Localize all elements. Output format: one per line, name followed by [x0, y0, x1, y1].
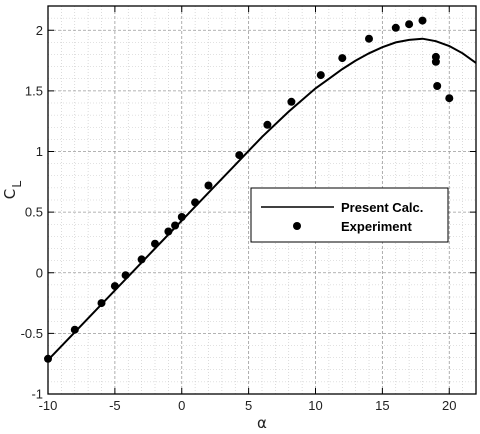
y-tick-label: 0	[36, 265, 43, 280]
x-tick-labels: -10 -5 0 5 10 15 20	[39, 398, 457, 413]
x-tick-label: -5	[109, 398, 121, 413]
x-tick-label: 20	[442, 398, 456, 413]
legend-label-calc: Present Calc.	[341, 200, 423, 215]
x-tick-label: 15	[375, 398, 389, 413]
y-tick-label: 2	[36, 23, 43, 38]
x-tick-label: 10	[308, 398, 322, 413]
experiment-point	[365, 34, 373, 43]
y-tick-labels: -1 -0.5 0 0.5 1 1.5 2	[21, 23, 43, 402]
experiment-series	[44, 16, 454, 363]
x-axis-label: α	[257, 414, 267, 432]
experiment-point	[177, 213, 186, 221]
experiment-point	[338, 54, 347, 63]
y-tick-label: 1.5	[25, 83, 43, 98]
x-tick-label: -10	[39, 398, 58, 413]
plot-frame	[47, 5, 477, 395]
experiment-point	[418, 16, 427, 25]
tick-marks	[47, 6, 476, 395]
y-tick-label: 1	[36, 144, 43, 159]
experiment-point	[391, 23, 400, 32]
experiment-point	[204, 181, 213, 190]
y-tick-label: 0.5	[25, 205, 43, 220]
present-calc-series	[48, 37, 476, 361]
legend-label-experiment: Experiment	[341, 219, 412, 234]
experiment-point	[235, 151, 244, 160]
experiment-point	[433, 82, 442, 90]
present-calc-line	[48, 37, 476, 361]
x-tick-label: 0	[178, 398, 185, 413]
experiment-point	[405, 20, 414, 29]
experiment-point	[137, 255, 146, 264]
y-tick-label: -0.5	[21, 326, 43, 341]
legend-box	[250, 187, 449, 243]
experiment-point	[97, 299, 106, 308]
y-tick-label: -1	[31, 387, 43, 402]
experiment-point	[287, 97, 296, 106]
y-axis-label-subscript: L	[9, 180, 24, 187]
experiment-point	[191, 198, 200, 207]
experiment-point	[164, 227, 173, 236]
experiment-point	[121, 271, 130, 280]
experiment-point	[431, 57, 440, 66]
experiment-point	[70, 325, 79, 334]
experiment-point	[263, 120, 272, 129]
legend-marker-swatch	[293, 222, 301, 230]
experiment-point	[445, 94, 454, 103]
experiment-point	[151, 239, 159, 248]
legend: Present Calc. Experiment	[250, 187, 449, 243]
y-axis-label-group: C L	[1, 180, 24, 199]
experiment-point	[110, 282, 119, 291]
experiment-point	[316, 71, 325, 80]
y-axis-label: C	[1, 189, 19, 199]
experiment-point	[171, 221, 180, 230]
x-tick-label: 5	[245, 398, 252, 413]
